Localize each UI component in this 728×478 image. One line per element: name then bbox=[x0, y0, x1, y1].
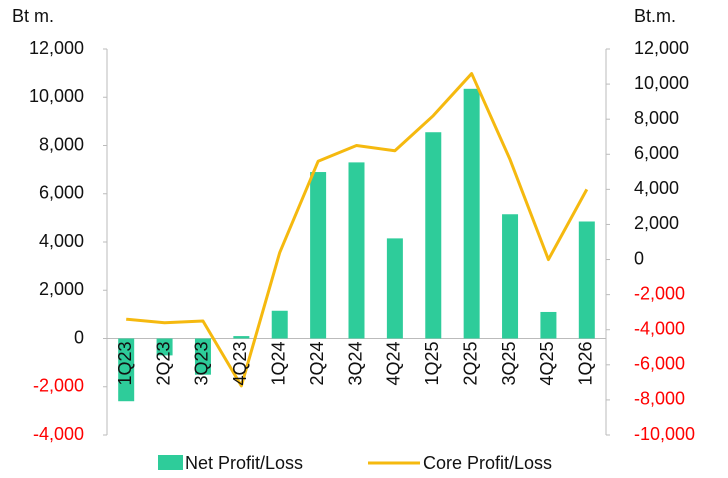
y-tick-label: 0 bbox=[74, 327, 84, 347]
x-tick-label: 2Q23 bbox=[153, 342, 173, 386]
x-tick-label: 3Q24 bbox=[345, 342, 365, 386]
y2-tick-label: -4,000 bbox=[634, 318, 685, 338]
y2-tick-label: -2,000 bbox=[634, 283, 685, 303]
bar bbox=[310, 172, 327, 339]
bar bbox=[233, 336, 250, 339]
x-tick-label: 4Q24 bbox=[384, 342, 404, 386]
y2-tick-label: 10,000 bbox=[634, 73, 689, 93]
x-tick-label: 1Q23 bbox=[115, 342, 135, 386]
y-tick-label: 12,000 bbox=[29, 38, 84, 58]
bar bbox=[348, 162, 365, 339]
y-tick-label: 8,000 bbox=[39, 134, 84, 154]
y2-tick-label: -10,000 bbox=[634, 424, 695, 444]
bar bbox=[156, 338, 173, 356]
bar bbox=[502, 214, 519, 339]
bar bbox=[578, 221, 595, 339]
x-tick-label: 1Q24 bbox=[268, 342, 288, 386]
y2-tick-label: 8,000 bbox=[634, 108, 679, 128]
x-tick-label: 4Q25 bbox=[537, 342, 557, 386]
bar bbox=[540, 311, 557, 339]
y-axis-unit: Bt m. bbox=[12, 6, 54, 26]
legend-label: Core Profit/Loss bbox=[423, 453, 552, 473]
bar bbox=[194, 338, 211, 375]
x-tick-label: 2Q24 bbox=[307, 342, 327, 386]
bar bbox=[386, 238, 403, 339]
bar bbox=[118, 338, 135, 402]
y-tick-label: 10,000 bbox=[29, 86, 84, 106]
bar bbox=[425, 132, 442, 339]
bar bbox=[463, 88, 480, 339]
y-tick-label: 6,000 bbox=[39, 183, 84, 203]
y-tick-label: -4,000 bbox=[33, 424, 84, 444]
x-tick-label: 1Q26 bbox=[576, 342, 596, 386]
y2-tick-label: 12,000 bbox=[634, 38, 689, 58]
y2-axis-unit: Bt.m. bbox=[634, 6, 676, 26]
y-tick-label: 2,000 bbox=[39, 279, 84, 299]
y-tick-label: -2,000 bbox=[33, 376, 84, 396]
legend-swatch bbox=[158, 455, 183, 470]
x-tick-label: 3Q23 bbox=[192, 342, 212, 386]
y2-tick-label: -8,000 bbox=[634, 389, 685, 409]
bar bbox=[271, 310, 288, 339]
x-tick-label: 1Q25 bbox=[422, 342, 442, 386]
y2-tick-label: 6,000 bbox=[634, 143, 679, 163]
x-tick-label: 3Q25 bbox=[499, 342, 519, 386]
y-tick-label: 4,000 bbox=[39, 231, 84, 251]
x-tick-label: 2Q25 bbox=[460, 341, 480, 385]
x-tick-label: 4Q23 bbox=[230, 342, 250, 386]
y2-tick-label: 2,000 bbox=[634, 213, 679, 233]
line bbox=[126, 72, 589, 388]
y2-tick-label: -6,000 bbox=[634, 354, 685, 374]
y2-tick-label: 4,000 bbox=[634, 178, 679, 198]
y2-tick-label: 0 bbox=[634, 248, 644, 268]
legend-label: Net Profit/Loss bbox=[185, 453, 303, 473]
